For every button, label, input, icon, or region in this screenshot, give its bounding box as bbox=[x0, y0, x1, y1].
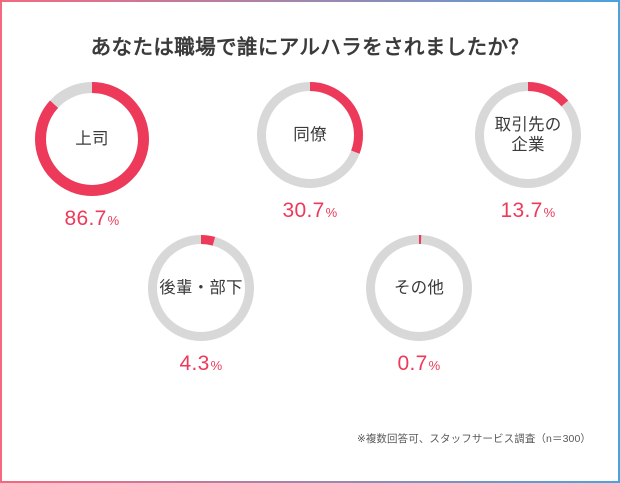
donut-percent-joushi: 86.7% bbox=[65, 208, 120, 229]
donut-chart-douryou: 同僚 bbox=[257, 82, 363, 188]
donut-row-top: 上司 86.7% 同僚 30.7% 取引先の 企業 13.7% bbox=[0, 82, 620, 229]
percent-unit: % bbox=[325, 205, 338, 220]
percent-value: 86.7 bbox=[64, 207, 107, 230]
donut-center-label: 取引先の 企業 bbox=[494, 115, 562, 154]
donut-center-label: 上司 bbox=[75, 129, 109, 148]
donut-cell-sonota: その他 0.7% bbox=[332, 235, 506, 374]
percent-unit: % bbox=[428, 358, 441, 373]
donut-chart-kouhai: 後輩・部下 bbox=[148, 235, 254, 341]
donut-percent-sonota: 0.7% bbox=[398, 353, 441, 374]
percent-value: 30.7 bbox=[282, 199, 325, 222]
percent-unit: % bbox=[543, 205, 556, 220]
donut-grid: 上司 86.7% 同僚 30.7% 取引先の 企業 13.7% 後輩・ bbox=[0, 82, 620, 374]
donut-percent-kouhai: 4.3% bbox=[180, 353, 223, 374]
survey-footnote: ※複数回答可、スタッフサービス調査（n＝300） bbox=[356, 433, 591, 445]
donut-cell-kouhai: 後輩・部下 4.3% bbox=[114, 235, 288, 374]
percent-value: 13.7 bbox=[500, 199, 543, 222]
donut-chart-sonota: その他 bbox=[366, 235, 472, 341]
page-title: あなたは職場で誰にアルハラをされましたか？ bbox=[90, 36, 530, 59]
percent-unit: % bbox=[107, 213, 120, 228]
donut-percent-douryou: 30.7% bbox=[283, 200, 338, 221]
donut-center-label: 後輩・部下 bbox=[159, 278, 243, 297]
percent-unit: % bbox=[210, 358, 223, 373]
donut-center-label: 同僚 bbox=[293, 125, 327, 144]
donut-chart-joushi: 上司 bbox=[35, 82, 149, 196]
percent-value: 0.7 bbox=[397, 352, 428, 375]
percent-value: 4.3 bbox=[179, 352, 210, 375]
donut-cell-douryou: 同僚 30.7% bbox=[223, 82, 397, 221]
donut-cell-torihikisaki: 取引先の 企業 13.7% bbox=[441, 82, 615, 221]
donut-chart-torihikisaki: 取引先の 企業 bbox=[475, 82, 581, 188]
donut-center-label: その他 bbox=[393, 278, 445, 297]
donut-percent-torihikisaki: 13.7% bbox=[501, 200, 556, 221]
donut-cell-joushi: 上司 86.7% bbox=[5, 82, 179, 229]
donut-row-bottom: 後輩・部下 4.3% その他 0.7% bbox=[0, 235, 620, 374]
